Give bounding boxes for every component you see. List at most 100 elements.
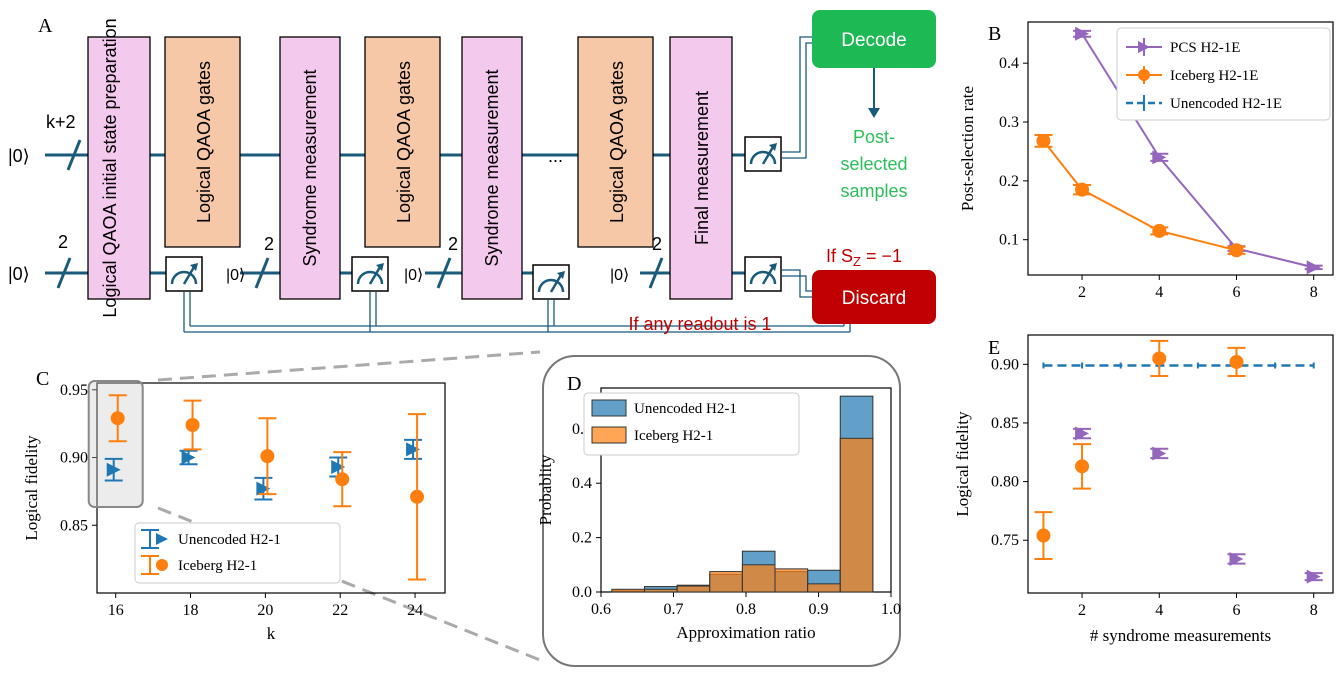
panel-label-c: C [36,368,49,390]
classical-to-decode [782,36,812,159]
marker-point [1152,446,1167,461]
meter-box [744,256,782,292]
qaoa-gates-box-2 [364,36,441,248]
gate-boxes [87,36,733,300]
syndrome-label-1: Syndrome measurement [300,69,320,266]
gate-labels: Logical QAOA initial state preparation L… [100,18,712,317]
x-axis-label: k [267,624,276,643]
meter-arc [170,270,198,285]
marker-point [1229,243,1244,258]
legend: Unencoded H2-1 Iceberg H2-1 [134,522,341,584]
marker-point [1306,569,1321,584]
y-tick-label: 0.75 [991,532,1019,549]
chart-c: 16 18 20 22 24 0.85 0.90 0.95 k Logical fidelity U… [22,380,446,643]
legend-entry: PCS H2-1E [1126,38,1240,56]
marker-point [335,472,350,487]
x-tick-label: 1.0 [881,601,901,618]
panel-label-a: A [38,15,53,37]
if-sz-label: If SZ = −1 [826,246,902,269]
meter-icon [744,136,782,172]
histogram-bar [676,585,711,593]
qaoa-gates-label-1: Logical QAOA gates [194,61,214,223]
marker-point [331,460,346,474]
bottom-wire-count: 2 [58,232,68,252]
chart-e: 2 4 6 8 0.75 0.80 0.85 0.90 # syndrome measureme… [953,334,1334,645]
syndrome-box-1 [279,36,341,300]
qaoa-gates-box-3 [577,36,654,248]
plot-frame [96,382,446,594]
syndrome-box-2 [461,36,523,300]
legend-label: Iceberg H2-1E [1170,68,1258,84]
y-tick-label: 0.2 [572,530,592,547]
meter-needle [368,266,382,285]
legend-label: PCS H2-1E [1170,40,1240,56]
meter-arrowhead [769,143,777,151]
y-axis-label: Logical fidelity [953,411,972,517]
marker-point [1229,551,1244,566]
x-tick-label: 0.8 [736,601,756,618]
marker-point [1075,459,1090,474]
legend-label: Iceberg H2-1 [178,558,257,574]
x-tick-label: 2 [1078,284,1086,301]
legend: Unencoded H2-1 Iceberg H2-1 [583,392,800,456]
meter-arrowhead [376,263,384,271]
meter-arrowhead [769,263,777,271]
marker-point [1075,182,1090,197]
legend-label: Unencoded H2-1E [1170,96,1282,112]
legend-entry: Unencoded H2-1 [141,529,281,549]
classical-3 [547,300,555,332]
y-tick-label: 0.80 [991,474,1019,491]
y-tick-label: 0.4 [999,55,1019,72]
meter-arc [749,150,777,165]
initial-prep-label: Logical QAOA initial state preparation [100,18,120,317]
meter-box [351,256,389,292]
slash-bottom [56,257,72,289]
panel-d-frame [542,355,901,667]
x-tick-label: 20 [257,602,273,619]
post-selected-text: Post- selected samples [840,127,907,201]
top-wire-count: k+2 [46,112,76,132]
meter-arc [356,270,384,285]
decode-box [812,10,936,68]
classical-to-discard-2 [782,269,812,298]
bus-slashes [56,139,664,289]
marker-point [156,559,168,571]
ket-zero-top: |0⟩ [8,146,30,166]
discard-label: Discard [842,288,906,309]
x-tick-label: 0.7 [664,601,684,618]
x-axis-label: Approximation ratio [676,623,815,642]
if-any-label: If any readout is 1 [628,314,771,334]
histogram-bar [807,583,841,593]
marker-point [1036,133,1051,148]
meter-arc [537,278,565,293]
ket-zero-2: |0⟩ [226,267,245,284]
chart-b: 2 4 6 8 0.1 0.2 0.3 0.4 Post-selection rate PCS H… [958,21,1334,301]
legend-swatch [591,426,627,444]
legend-label: Iceberg H2-1 [634,428,713,444]
post-selected-3: samples [840,181,907,201]
x-tick-label: 0.9 [809,601,829,618]
x-axis-label: # syndrome measurements [1090,626,1271,645]
y-axis-label: Post-selection rate [958,86,977,211]
marker-point [1229,354,1244,369]
histogram-bar [741,564,776,593]
y-tick-label: 0.85 [991,415,1019,432]
legend-box [583,392,800,456]
marker-point [181,450,196,465]
ket-zero-4: |0⟩ [610,267,629,284]
legend: PCS H2-1E Iceberg H2-1E Unencoded H2-1E [1116,27,1331,121]
histogram-bar [839,437,874,593]
marker-point [1306,260,1321,275]
classical-1 [183,292,191,332]
legend-swatch [591,399,627,417]
meter-arc [749,270,777,285]
meter-icon [532,264,570,300]
wire-count-4: 2 [652,234,662,254]
x-tick-label: 24 [407,602,423,619]
marker-point [406,442,421,457]
x-tick-label: 6 [1232,602,1240,619]
panel-label-e: E [988,337,1000,359]
x-tick-label: 4 [1155,602,1163,619]
